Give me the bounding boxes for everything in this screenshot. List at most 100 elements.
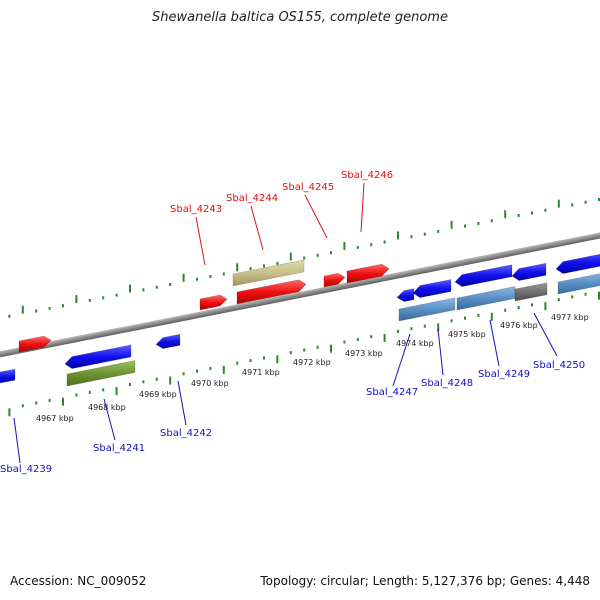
genome-backbone (0, 195, 600, 396)
major-tick (397, 231, 399, 240)
leader-line (392, 333, 411, 387)
leader-line (437, 328, 444, 376)
minor-tick (316, 253, 319, 257)
minor-tick (249, 267, 252, 271)
gene-label-sbal-4250[interactable]: Sbal_4250 (533, 360, 585, 371)
minor-tick (423, 232, 426, 236)
major-tick (598, 291, 600, 300)
major-tick (21, 305, 24, 314)
minor-tick (517, 306, 520, 309)
feature-track-steel[interactable] (398, 297, 456, 322)
major-tick (75, 295, 78, 304)
reverse-gene-labels: Sbal_4239 Sbal_4241 Sbal_4242 Sbal_4247 … (0, 360, 585, 475)
major-tick (557, 199, 560, 208)
gene-feature-forward[interactable] (236, 279, 307, 305)
minor-tick (263, 264, 265, 268)
gene-label-sbal-4244[interactable]: Sbal_4244 (226, 193, 278, 204)
minor-tick (316, 345, 319, 349)
scale-label: 4977 kbp (551, 313, 589, 322)
forward-gene-labels: Sbal_4243 Sbal_4244 Sbal_4245 Sbal_4246 (170, 170, 393, 215)
minor-tick (303, 256, 306, 260)
minor-tick (48, 306, 51, 310)
scale-labels: 4967 kbp 4968 kbp 4969 kbp 4970 kbp 4971… (36, 313, 589, 423)
minor-tick (48, 398, 51, 402)
gene-label-sbal-4241[interactable]: Sbal_4241 (93, 443, 145, 454)
gene-feature-reverse[interactable] (454, 264, 513, 287)
minor-tick (196, 369, 198, 373)
minor-tick (464, 316, 466, 320)
gene-label-sbal-4248[interactable]: Sbal_4248 (421, 378, 473, 389)
minor-tick (397, 329, 399, 333)
minor-tick (303, 348, 306, 352)
major-tick (169, 376, 172, 385)
leader-line (195, 216, 206, 266)
accession-text: Accession: NC_009052 (10, 574, 147, 588)
gene-feature-forward[interactable] (18, 335, 52, 353)
gene-feature-reverse[interactable] (0, 368, 16, 384)
minor-tick (356, 337, 359, 341)
major-tick (330, 344, 332, 353)
gene-feature-reverse[interactable] (396, 288, 415, 302)
gene-label-sbal-4245[interactable]: Sbal_4245 (282, 182, 334, 193)
major-tick (182, 273, 185, 282)
gene-label-sbal-4246[interactable]: Sbal_4246 (341, 170, 393, 181)
major-tick (490, 312, 493, 321)
feature-track-khaki[interactable] (232, 259, 305, 287)
minor-tick (343, 340, 346, 344)
genome-title: Shewanella baltica OS155, complete genom… (152, 10, 448, 25)
feature-track-steel[interactable] (557, 272, 600, 295)
minor-tick (155, 285, 158, 289)
minor-tick (289, 351, 292, 355)
minor-tick (423, 324, 426, 328)
minor-tick (169, 283, 172, 286)
gene-feature-reverse[interactable] (555, 251, 600, 274)
minor-tick (209, 275, 212, 278)
feature-track-grey[interactable] (514, 282, 548, 302)
minor-tick (142, 380, 145, 384)
minor-tick (155, 377, 158, 381)
gene-label-sbal-4242[interactable]: Sbal_4242 (160, 428, 212, 439)
major-tick (544, 302, 547, 311)
minor-tick (330, 251, 332, 255)
scale-label: 4975 kbp (448, 330, 486, 339)
minor-tick (115, 293, 118, 297)
major-tick (343, 242, 346, 250)
feature-track-olive[interactable] (66, 360, 136, 387)
gene-label-sbal-4243[interactable]: Sbal_4243 (170, 204, 222, 215)
minor-tick (383, 240, 386, 244)
gene-feature-forward[interactable] (323, 272, 346, 288)
gene-feature-reverse[interactable] (64, 344, 132, 369)
major-tick (222, 365, 225, 374)
minor-tick (196, 277, 198, 281)
minor-tick (356, 245, 359, 249)
gene-feature-reverse[interactable] (511, 262, 547, 281)
leader-line (250, 205, 264, 251)
gene-feature-forward[interactable] (346, 263, 390, 284)
leader-line (533, 312, 558, 357)
minor-tick (236, 361, 239, 365)
gene-feature-reverse[interactable] (155, 333, 181, 349)
major-tick (8, 408, 11, 417)
leader-line (304, 194, 328, 239)
scale-label: 4972 kbp (293, 358, 331, 367)
scale-label: 4968 kbp (88, 403, 126, 412)
gene-label-sbal-4247[interactable]: Sbal_4247 (366, 387, 418, 398)
scale-label: 4971 kbp (242, 368, 280, 377)
gene-label-sbal-4249[interactable]: Sbal_4249 (478, 369, 530, 380)
minor-tick (88, 390, 91, 394)
feature-track-steel[interactable] (456, 286, 516, 311)
major-tick (115, 387, 118, 396)
minor-tick (531, 303, 533, 307)
minor-tick (88, 298, 91, 302)
gene-label-sbal-4239[interactable]: Sbal_4239 (0, 464, 52, 475)
gene-feature-forward[interactable] (199, 294, 228, 311)
major-tick (437, 323, 440, 332)
label-leaders (13, 182, 558, 464)
leader-line (360, 182, 365, 233)
minor-tick (571, 203, 574, 207)
minor-tick (477, 222, 480, 225)
minor-tick (222, 272, 225, 276)
gene-feature-reverse[interactable] (412, 279, 452, 298)
minor-tick (129, 383, 131, 386)
minor-tick (35, 309, 38, 313)
